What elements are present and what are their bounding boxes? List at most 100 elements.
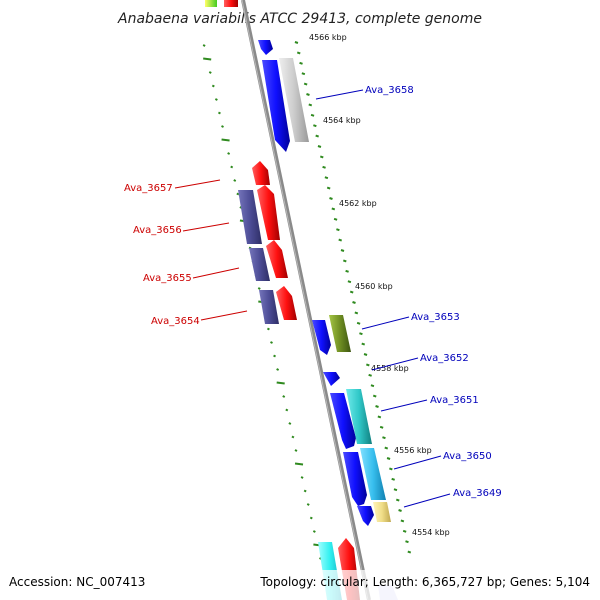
gene-label-ava-3652[interactable]: Ava_3652	[420, 353, 469, 364]
gene-fragment-top-red	[224, 0, 238, 7]
inner-scale-dot	[329, 197, 333, 200]
leader-ava-3654	[200, 310, 248, 321]
gene-cog-ava-3658	[279, 58, 309, 142]
inner-scale-dot	[391, 477, 395, 481]
gene-arrow-small-top[interactable]	[258, 40, 273, 55]
inner-scale-dot	[322, 165, 326, 169]
inner-scale-dot	[306, 93, 310, 96]
map-title: Anabaena variabilis ATCC 29413, complete…	[117, 11, 482, 27]
inner-scale-dot	[333, 217, 338, 221]
outer-scale-dash	[306, 503, 310, 506]
inner-scale-dot	[345, 269, 349, 273]
inner-scale-dot	[361, 342, 366, 346]
outer-scale-dash	[282, 395, 286, 398]
gene-arrow-ava-3650[interactable]	[343, 452, 367, 506]
outer-scale-dash	[202, 44, 206, 47]
leader-ava-3656	[182, 222, 230, 232]
inner-scale-dot	[324, 176, 329, 180]
inner-scale-dot	[398, 509, 402, 512]
inner-scale-dot	[375, 405, 379, 408]
tick-label-4566: 4566 kbp	[309, 33, 347, 42]
inner-scale-dot	[342, 259, 347, 263]
inner-scale-dot	[354, 311, 359, 315]
gene-arrow-ava-3655[interactable]	[266, 240, 288, 278]
inner-scale-dot	[340, 249, 345, 252]
inner-scale-dot	[299, 61, 303, 65]
gene-arrow-ava-3652[interactable]	[323, 372, 340, 386]
gene-arrow-ava-3654[interactable]	[276, 286, 297, 320]
leader-ava-3651	[380, 399, 428, 412]
inner-scale-dot	[402, 529, 407, 533]
outer-scale-dash	[300, 476, 304, 479]
outer-scale-dash	[276, 381, 285, 385]
outer-scale-dash	[294, 449, 298, 452]
gene-arrow-ava-3651[interactable]	[330, 393, 356, 449]
gene-arrow-ava-3658[interactable]	[262, 60, 290, 152]
leader-ava-3653	[361, 316, 410, 330]
outer-scale-dash	[285, 408, 289, 412]
gene-label-ava-3658[interactable]: Ava_3658	[365, 85, 414, 96]
inner-scale-dot	[331, 207, 336, 211]
inner-scale-dot	[319, 155, 324, 159]
genome-backbone	[241, 0, 371, 600]
footer-background	[0, 570, 600, 600]
inner-scale-dot	[382, 436, 386, 440]
inner-scale-dot	[317, 145, 322, 148]
outer-scale-dash	[208, 71, 212, 74]
outer-scale-dash	[294, 462, 304, 466]
inner-scale-dot	[377, 415, 382, 419]
gene-label-ava-3651[interactable]: Ava_3651	[430, 395, 479, 406]
outer-scale-dash	[221, 138, 230, 142]
inner-scale-dot	[326, 186, 331, 190]
inner-scale-dot	[366, 363, 370, 367]
outer-scale-dash	[217, 111, 221, 115]
gene-label-ava-3655[interactable]: Ava_3655	[143, 273, 192, 284]
gene-label-ava-3657[interactable]: Ava_3657	[124, 183, 173, 194]
inner-scale-dot	[359, 332, 363, 336]
gene-fragment-top-left	[205, 0, 217, 7]
inner-scale-dot	[338, 238, 343, 242]
outer-scale-dash	[227, 152, 231, 155]
outer-scale-dash	[203, 57, 212, 61]
leader-ava-3649	[403, 493, 451, 508]
gene-label-ava-3653[interactable]: Ava_3653	[411, 312, 460, 323]
inner-scale-dot	[379, 425, 384, 429]
gene-cog-ava-3649	[373, 502, 391, 522]
outer-scale-dash	[221, 125, 224, 128]
inner-scale-dot	[303, 82, 308, 86]
inner-scale-dot	[294, 41, 299, 44]
inner-scale-dot	[296, 51, 301, 55]
inner-scale-dot	[336, 228, 340, 232]
leader-ava-3658	[315, 89, 364, 100]
tick-label-4560: 4560 kbp	[355, 282, 393, 291]
outer-scale-dash	[230, 165, 234, 169]
gene-arrow-ava-3656[interactable]	[257, 185, 280, 240]
inner-scale-dot	[315, 134, 319, 138]
inner-scale-dot	[356, 321, 361, 325]
inner-scale-dot	[347, 280, 352, 284]
outer-scale-dash	[233, 179, 237, 182]
inner-scale-dot	[368, 373, 372, 377]
outer-scale-dash	[266, 327, 270, 331]
tick-label-4562: 4562 kbp	[339, 199, 377, 208]
gene-label-ava-3656[interactable]: Ava_3656	[133, 225, 182, 236]
gene-arrow-ava-3653[interactable]	[312, 320, 331, 355]
outer-scale-dash	[236, 192, 240, 196]
gene-label-ava-3649[interactable]: Ava_3649	[453, 488, 502, 499]
tick-label-4564: 4564 kbp	[323, 116, 361, 125]
inner-scale-dot	[405, 540, 409, 544]
gene-arrow-ava-3649[interactable]	[357, 506, 374, 526]
gene-cog-ava-3655	[249, 248, 270, 281]
inner-scale-dot	[372, 394, 377, 398]
gene-label-ava-3650[interactable]: Ava_3650	[443, 451, 492, 462]
gene-arrow-ava-3657[interactable]	[252, 161, 270, 185]
inner-scale-dot	[393, 488, 398, 492]
outer-scale-dash	[291, 435, 295, 439]
gene-cog-ava-3650	[360, 448, 386, 500]
outer-scale-dash	[211, 84, 215, 88]
outer-scale-dash	[309, 516, 313, 520]
gene-label-ava-3654[interactable]: Ava_3654	[151, 316, 200, 327]
inner-scale-dot	[386, 457, 391, 460]
inner-scale-dot	[370, 384, 375, 388]
